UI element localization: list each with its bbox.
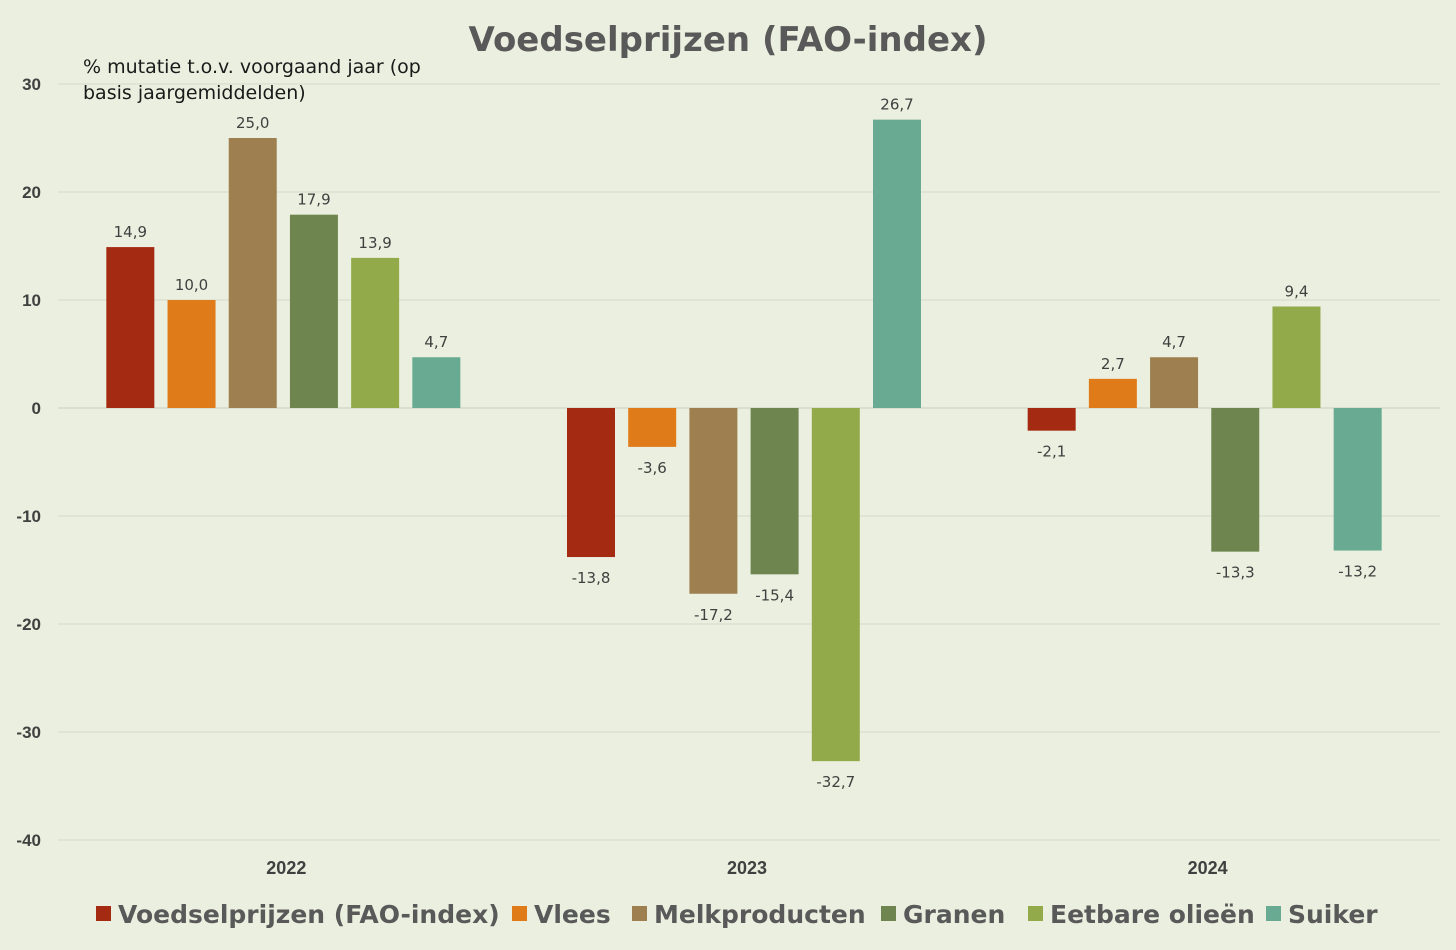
gridlines (58, 83, 1440, 841)
bar (628, 408, 677, 447)
bar (228, 138, 277, 408)
bar (167, 300, 216, 408)
chart-subtitle-line-1: % mutatie t.o.v. voorgaand jaar (op (83, 56, 421, 78)
chart-title: Voedselprijzen (FAO-index) (468, 20, 987, 60)
chart-subtitle-line-2: basis jaargemiddelden) (83, 82, 306, 104)
bar (351, 257, 400, 408)
y-tick-label: -40 (16, 831, 41, 850)
bar (811, 408, 860, 762)
legend-item: Voedselprijzen (FAO-index) (96, 900, 500, 929)
legend-label: Granen (903, 900, 1005, 929)
data-label: -2,1 (1037, 443, 1066, 461)
bar (412, 357, 461, 408)
legend-label: Eetbare olieën (1050, 900, 1255, 929)
data-label: -17,2 (694, 606, 733, 624)
x-tick-label: 2022 (266, 858, 306, 878)
data-label: -32,7 (816, 773, 855, 791)
y-tick-label: 10 (22, 291, 41, 310)
data-labels: 14,9 10,0 25,0 17,9 13,9 4,7 -13,8 -3,6 -17,2 -15… (114, 96, 1377, 792)
data-label: 26,7 (880, 96, 913, 114)
data-label: 13,9 (358, 234, 391, 252)
bar (289, 214, 338, 408)
x-tick-label: 2024 (1188, 858, 1228, 878)
data-label: 9,4 (1285, 282, 1309, 300)
bar (1027, 408, 1076, 431)
legend-label: Voedselprijzen (FAO-index) (118, 900, 500, 929)
bar (1333, 408, 1382, 551)
legend-swatch (632, 906, 647, 921)
data-label: 25,0 (236, 114, 269, 132)
legend-label: Suiker (1288, 900, 1378, 929)
bar (1088, 378, 1137, 408)
bar (750, 408, 799, 575)
legend-swatch (512, 906, 527, 921)
bar (873, 119, 921, 408)
data-label: -13,2 (1338, 563, 1377, 581)
bar (1211, 408, 1260, 552)
legend: Voedselprijzen (FAO-index) Vlees Melkprodu… (96, 900, 1378, 929)
legend-item: Granen (881, 900, 1005, 929)
legend-swatch (96, 906, 111, 921)
legend-item: Eetbare olieën (1028, 900, 1255, 929)
legend-label: Melkproducten (654, 900, 866, 929)
legend-item: Suiker (1266, 900, 1378, 929)
data-label: -13,3 (1216, 564, 1255, 582)
legend-swatch (881, 906, 896, 921)
x-axis-ticks: 2022 2023 2024 (266, 858, 1227, 878)
data-label: 17,9 (297, 191, 330, 209)
y-tick-label: 20 (22, 183, 41, 202)
y-tick-label: 0 (32, 399, 41, 418)
y-tick-label: -10 (16, 507, 41, 526)
y-tick-label: -30 (16, 723, 41, 742)
legend-item: Melkproducten (632, 900, 866, 929)
bars (106, 119, 1382, 762)
legend-swatch (1028, 906, 1043, 921)
bar (106, 247, 155, 408)
data-label: -3,6 (638, 459, 667, 477)
bar (567, 408, 615, 558)
data-label: 2,7 (1101, 355, 1125, 373)
y-tick-label: 30 (22, 75, 41, 94)
data-label: -15,4 (755, 586, 794, 604)
bar (1150, 357, 1199, 408)
y-axis-ticks: 30 20 10 0 -10 -20 -30 -40 (16, 75, 41, 850)
data-label: 10,0 (175, 276, 208, 294)
x-tick-label: 2023 (727, 858, 767, 878)
y-tick-label: -20 (16, 615, 41, 634)
data-label: 14,9 (114, 223, 147, 241)
legend-swatch (1266, 906, 1281, 921)
bar (689, 408, 738, 594)
legend-label: Vlees (534, 900, 611, 929)
data-label: -13,8 (572, 569, 611, 587)
data-label: 4,7 (424, 333, 448, 351)
bar (1272, 306, 1321, 408)
data-label: 4,7 (1162, 333, 1186, 351)
legend-item: Vlees (512, 900, 611, 929)
